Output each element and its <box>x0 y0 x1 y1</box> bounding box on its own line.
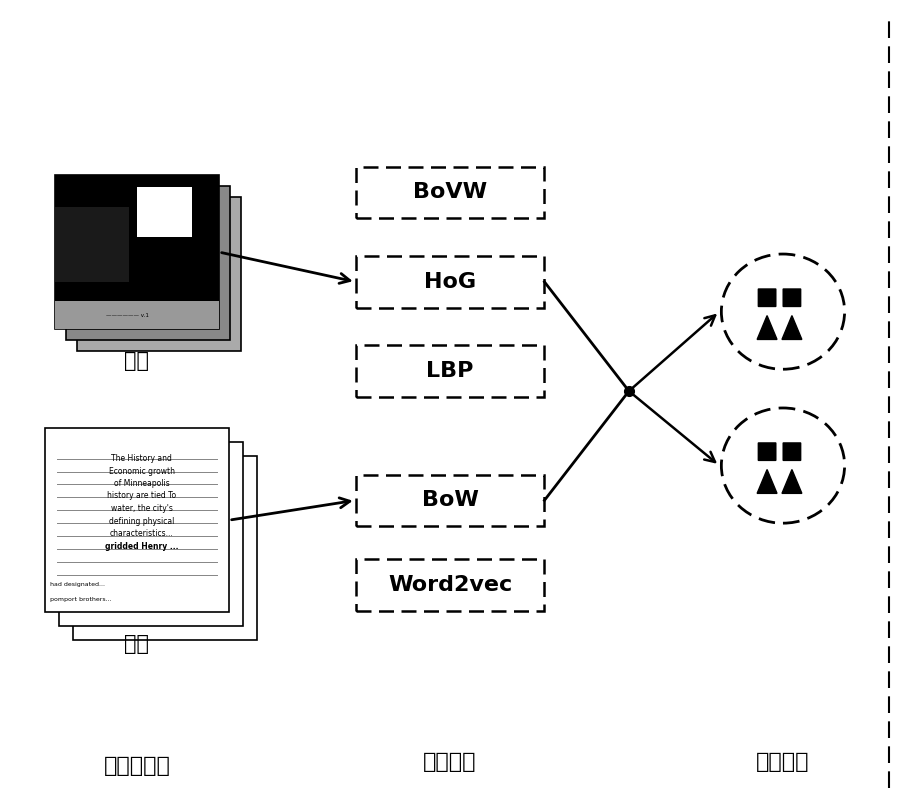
FancyBboxPatch shape <box>73 456 257 640</box>
Text: Economic growth: Economic growth <box>109 467 175 476</box>
Text: 图像: 图像 <box>124 351 150 371</box>
FancyBboxPatch shape <box>45 428 229 612</box>
Polygon shape <box>782 316 802 339</box>
FancyBboxPatch shape <box>59 442 242 626</box>
FancyBboxPatch shape <box>77 197 241 351</box>
Text: pomport brothers...: pomport brothers... <box>50 597 112 602</box>
Text: HoG: HoG <box>424 272 476 292</box>
Text: BoVW: BoVW <box>413 182 487 202</box>
FancyBboxPatch shape <box>66 186 230 340</box>
Text: —————— v.1: —————— v.1 <box>105 313 148 318</box>
Text: LBP: LBP <box>427 361 474 381</box>
FancyBboxPatch shape <box>55 301 219 329</box>
FancyBboxPatch shape <box>55 207 130 282</box>
Text: The History and: The History and <box>112 454 173 463</box>
Text: characteristics...: characteristics... <box>110 529 173 538</box>
Text: history are tied To: history are tied To <box>107 491 176 500</box>
Text: defining physical: defining physical <box>109 517 174 526</box>
Text: gridded Henry ...: gridded Henry ... <box>105 542 179 550</box>
FancyBboxPatch shape <box>757 442 776 461</box>
Text: BoW: BoW <box>421 490 479 510</box>
FancyBboxPatch shape <box>757 289 776 307</box>
Text: of Minneapolis: of Minneapolis <box>114 479 170 488</box>
Polygon shape <box>757 470 777 493</box>
Text: 多媒体数据: 多媒体数据 <box>104 757 171 776</box>
FancyBboxPatch shape <box>55 175 219 329</box>
Text: 学习映射: 学习映射 <box>756 751 810 771</box>
Text: had designated...: had designated... <box>50 582 105 588</box>
Text: water, the city's: water, the city's <box>111 504 173 513</box>
Text: 特征提取: 特征提取 <box>423 751 477 771</box>
FancyBboxPatch shape <box>137 188 192 237</box>
Polygon shape <box>757 316 777 339</box>
FancyBboxPatch shape <box>783 442 802 461</box>
FancyBboxPatch shape <box>783 289 802 307</box>
Text: Word2vec: Word2vec <box>388 575 512 595</box>
Text: 文本: 文本 <box>124 634 150 654</box>
Polygon shape <box>782 470 802 493</box>
